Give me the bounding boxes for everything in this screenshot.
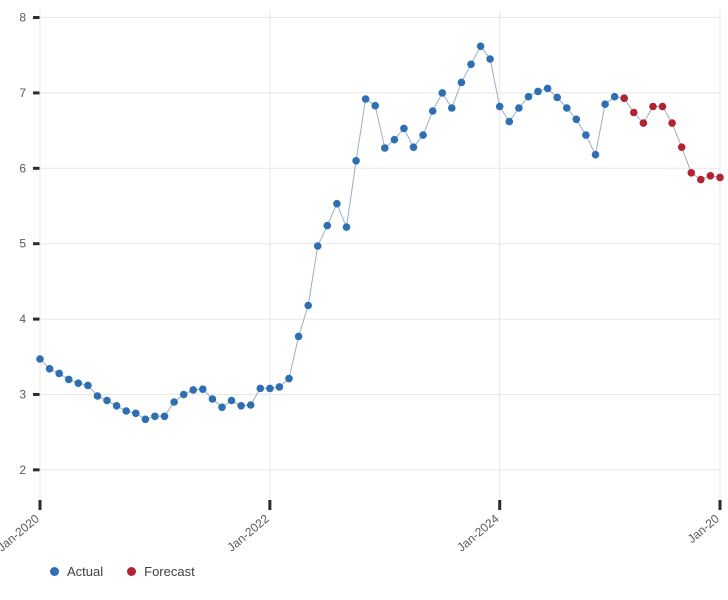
svg-text:8: 8 <box>19 11 26 25</box>
legend: Actual Forecast <box>50 564 219 579</box>
legend-marker <box>50 567 59 576</box>
chart-container: 2345678Jan-2020Jan-2022Jan-2024Jan-20 Ac… <box>0 0 728 600</box>
svg-text:5: 5 <box>19 237 26 251</box>
legend-label: Forecast <box>144 564 195 579</box>
legend-item: Actual <box>50 564 103 579</box>
legend-marker <box>127 567 136 576</box>
svg-text:3: 3 <box>19 387 26 401</box>
chart-svg: 2345678Jan-2020Jan-2022Jan-2024Jan-20 <box>0 0 728 600</box>
svg-text:2: 2 <box>19 463 26 477</box>
legend-item: Forecast <box>127 564 195 579</box>
legend-label: Actual <box>67 564 103 579</box>
svg-text:7: 7 <box>19 86 26 100</box>
svg-text:4: 4 <box>19 312 26 326</box>
svg-text:6: 6 <box>19 161 26 175</box>
